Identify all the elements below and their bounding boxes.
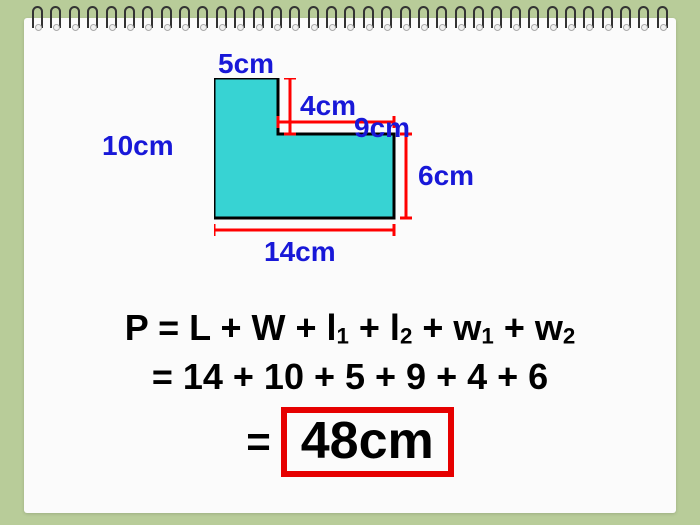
result-line: = 48cm xyxy=(24,407,676,477)
equals-sign: = xyxy=(246,418,271,466)
equation-block: P = L + W + l1 + l2 + w1 + w2 = 14 + 10 … xyxy=(24,304,676,477)
substitution-line: = 14 + 10 + 5 + 9 + 4 + 6 xyxy=(24,353,676,402)
dim-label-14cm: 14cm xyxy=(264,236,336,268)
result-box: 48cm xyxy=(281,407,454,477)
perimeter-diagram: 5cm 4cm 9cm 10cm 6cm 14cm xyxy=(184,60,524,290)
spiral-binding xyxy=(32,6,668,34)
dim-label-9cm: 9cm xyxy=(354,112,410,144)
dim-label-5cm: 5cm xyxy=(218,48,274,80)
dim-label-4cm: 4cm xyxy=(300,90,356,122)
formula-line: P = L + W + l1 + l2 + w1 + w2 xyxy=(24,304,676,353)
notepad-page: 5cm 4cm 9cm 10cm 6cm 14cm P = L + W + l1… xyxy=(24,18,676,513)
dim-label-10cm: 10cm xyxy=(102,130,174,162)
dim-label-6cm: 6cm xyxy=(418,160,474,192)
